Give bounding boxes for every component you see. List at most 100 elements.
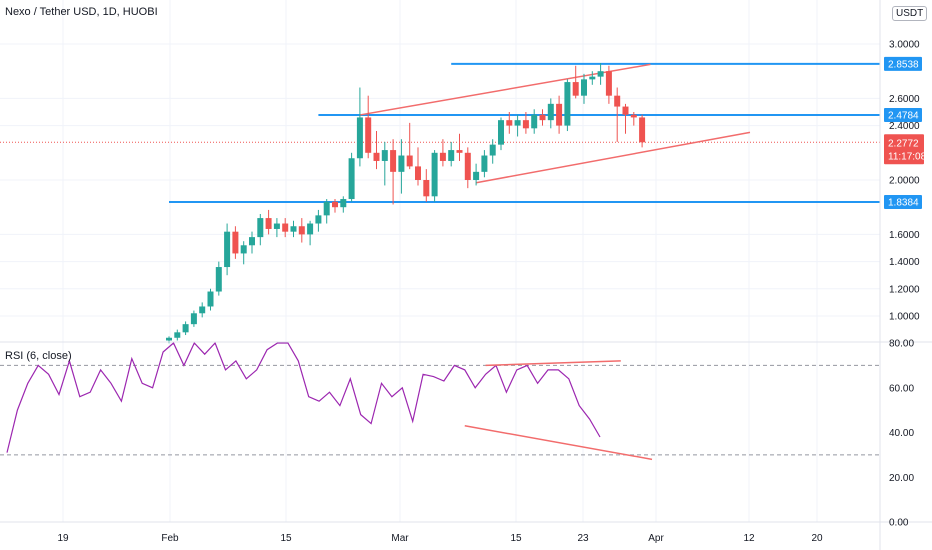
candle-body — [564, 82, 571, 126]
candle-body — [356, 117, 363, 159]
candles — [166, 63, 646, 344]
level-tag-label: 2.4784 — [888, 110, 919, 121]
rsi-line — [6, 342, 601, 453]
candle-body — [522, 120, 529, 129]
candle-body — [439, 152, 446, 161]
y-tick-label: 1.6000 — [889, 230, 920, 241]
candle-body — [473, 171, 480, 180]
candle-body — [190, 313, 197, 325]
x-tick-label: 20 — [811, 533, 823, 544]
candle-body — [348, 158, 355, 200]
candle-body — [182, 324, 189, 333]
candle-body — [290, 226, 297, 232]
candle-body — [622, 106, 629, 115]
grid — [0, 0, 880, 522]
candle-body — [597, 71, 604, 77]
x-tick-label: 19 — [57, 533, 69, 544]
x-tick-label: Feb — [161, 533, 179, 544]
candle-body — [224, 231, 231, 268]
candle-body — [207, 291, 214, 307]
x-tick-label: Mar — [391, 533, 409, 544]
candle-body — [531, 114, 538, 129]
level-tag — [884, 107, 922, 122]
candle-body — [547, 103, 554, 121]
y-tick-label: 3.0000 — [889, 40, 920, 51]
candle-body — [581, 79, 587, 96]
y-tick-label: 1.4000 — [889, 257, 920, 268]
candle-body — [298, 226, 305, 235]
rsi-y-tick-label: 20.00 — [889, 473, 914, 484]
chart-title: Nexo / Tether USD, 1D, HUOBI — [5, 6, 158, 18]
x-tick-label: 15 — [510, 533, 522, 544]
candle-body — [456, 150, 463, 153]
x-tick-label: 23 — [577, 533, 589, 544]
y-tick-label: 1.2000 — [889, 284, 920, 295]
candle-body — [572, 82, 579, 96]
candle-body — [273, 223, 280, 229]
rsi-trendline — [485, 360, 621, 367]
horizontal-levels: 2.8538 2.4784 1.8384 2.2772 11:17:08 — [0, 56, 927, 209]
candle-body — [240, 245, 247, 254]
candle-body — [423, 180, 430, 197]
candle-body — [373, 152, 380, 161]
last-price-tag — [884, 134, 924, 165]
candle-body — [431, 152, 438, 197]
candle-body — [556, 103, 563, 126]
rsi-y-tick-label: 0.00 — [889, 518, 909, 529]
candle-body — [249, 237, 255, 246]
rsi-trendline — [464, 425, 653, 461]
y-tick-label: 2.0000 — [889, 176, 920, 187]
rsi-panel — [0, 342, 880, 461]
y-tick-label: 2.4000 — [889, 121, 920, 132]
candle-body — [365, 117, 372, 153]
candle-body — [639, 117, 646, 143]
last-price-label: 2.2772 — [888, 138, 919, 149]
level-tag-label: 2.8538 — [888, 59, 919, 70]
candle-body — [215, 267, 222, 292]
rsi-y-tick-label: 60.00 — [889, 383, 914, 394]
candle-body — [398, 155, 405, 172]
x-tick-label: 15 — [280, 533, 292, 544]
level-tag-label: 1.8384 — [888, 197, 919, 208]
candle-body — [199, 306, 206, 314]
candle-body — [315, 215, 322, 224]
y-tick-label: 2.6000 — [889, 94, 920, 105]
candle-body — [448, 150, 455, 161]
rsi-y-tick-label: 40.00 — [889, 428, 914, 439]
rsi-label: RSI (6, close) — [5, 350, 72, 362]
x-tick-label: 12 — [743, 533, 755, 544]
candle-body — [282, 223, 289, 232]
candle-body — [514, 120, 521, 126]
candle-body — [166, 337, 172, 341]
candle-body — [340, 199, 347, 208]
level-tag — [884, 56, 922, 71]
candle-body — [307, 223, 314, 235]
candle-body — [390, 150, 397, 172]
x-tick-label: Apr — [648, 533, 664, 544]
candle-body — [489, 144, 496, 156]
candle-body — [481, 155, 488, 172]
candle-body — [265, 218, 272, 229]
candle-body — [464, 152, 471, 180]
candle-body — [614, 95, 621, 107]
candle-body — [174, 332, 181, 338]
candle-body — [589, 76, 596, 80]
candle-body — [323, 201, 330, 216]
candle-body — [605, 71, 612, 96]
candle-body — [332, 201, 338, 208]
currency-button[interactable]: USDT — [892, 6, 928, 21]
candle-body — [381, 150, 388, 161]
candle-body — [506, 120, 513, 126]
candle-body — [630, 114, 637, 118]
candle-body — [406, 155, 413, 167]
candle-body — [232, 231, 239, 254]
candle-body — [257, 218, 264, 238]
rsi-y-tick-label: 80.00 — [889, 339, 914, 350]
candle-body — [539, 114, 546, 121]
y-tick-label: 1.0000 — [889, 312, 920, 323]
trendline — [475, 131, 751, 184]
candle-body — [498, 120, 504, 145]
level-tag — [884, 194, 922, 209]
